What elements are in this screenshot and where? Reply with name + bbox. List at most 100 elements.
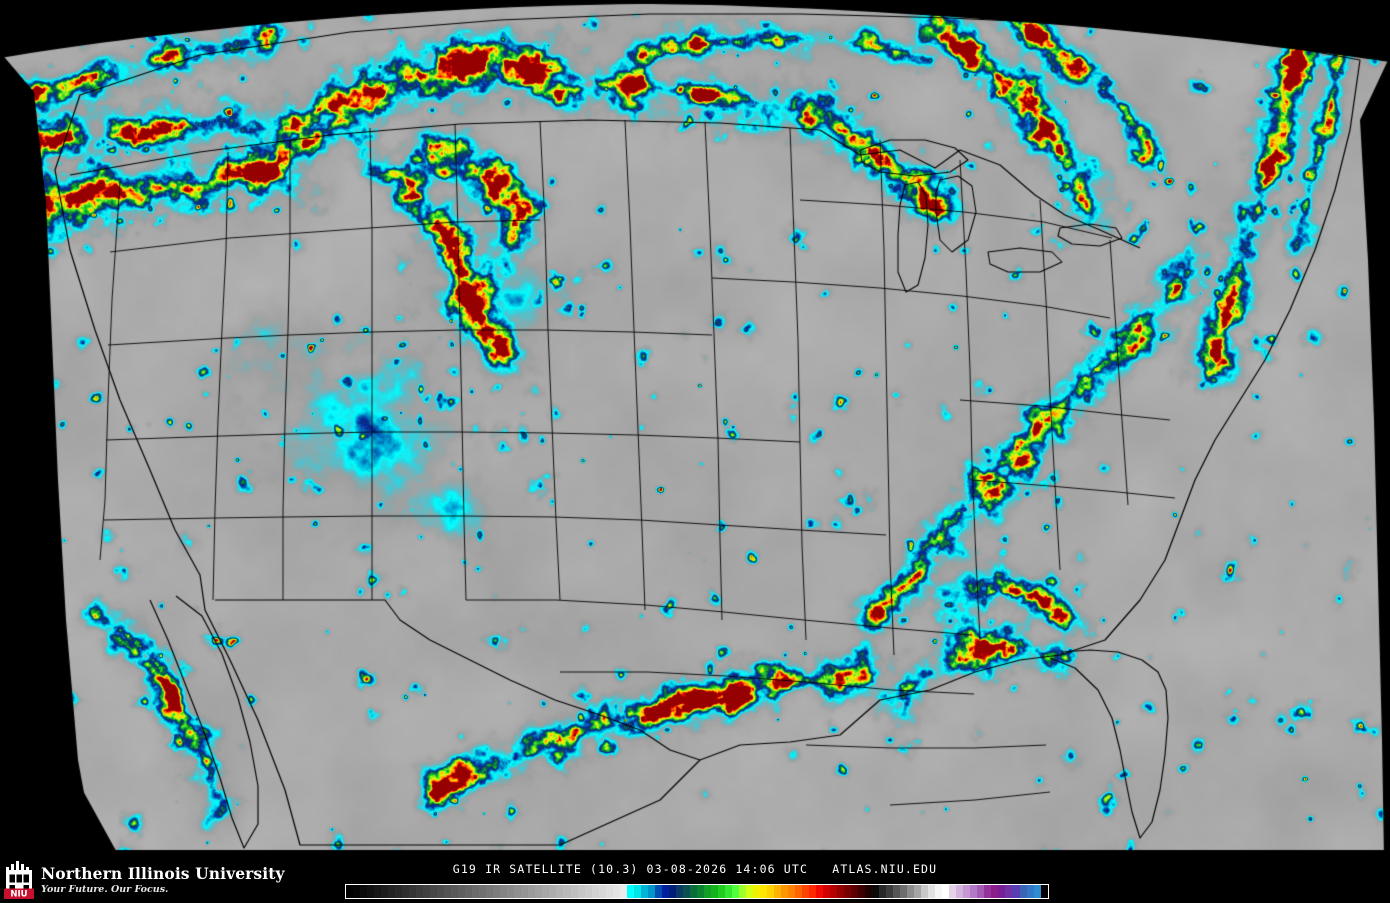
colorbar-swatch-5	[381, 885, 389, 898]
colorbar-swatch-91	[984, 885, 992, 898]
colorbar-swatch-7	[395, 885, 403, 898]
colorbar-swatch-80	[907, 885, 915, 898]
colorbar-swatch-86	[949, 885, 957, 898]
colorbar-swatch-95	[1012, 885, 1020, 898]
colorbar-swatch-85	[942, 885, 950, 898]
niu-logo: NIU Northern Illinois University Your Fu…	[4, 860, 285, 900]
colorbar-swatch-88	[963, 885, 971, 898]
colorbar-swatch-38	[612, 885, 620, 898]
colorbar-swatch-41	[633, 885, 641, 898]
colorbar-swatch-32	[570, 885, 578, 898]
product-caption: G19 IR SATELLITE (10.3) 03-08-2026 14:06…	[452, 862, 938, 876]
colorbar-swatch-36	[598, 885, 606, 898]
colorbar-swatch-25	[521, 885, 529, 898]
colorbar-swatch-83	[928, 885, 936, 898]
niu-shield-icon: NIU	[4, 861, 34, 900]
colorbar-swatch-71	[844, 885, 852, 898]
colorbar-swatch-56	[738, 885, 746, 898]
colorbar-swatch-77	[886, 885, 894, 898]
institution-name: Northern Illinois University	[41, 864, 285, 883]
colorbar-swatch-90	[977, 885, 985, 898]
colorbar-swatch-52	[710, 885, 718, 898]
niu-wordmark: Northern Illinois University Your Future…	[41, 866, 285, 894]
colorbar-swatch-74	[865, 885, 873, 898]
colorbar-swatch-99	[1040, 885, 1048, 898]
colorbar-swatch-35	[591, 885, 599, 898]
colorbar-swatch-12	[430, 885, 438, 898]
colorbar-swatch-70	[837, 885, 845, 898]
colorbar-swatch-19	[479, 885, 487, 898]
colorbar-swatch-49	[689, 885, 697, 898]
colorbar	[345, 884, 1049, 899]
colorbar-swatch-65	[802, 885, 810, 898]
colorbar-swatch-92	[991, 885, 999, 898]
colorbar-swatch-37	[605, 885, 613, 898]
colorbar-swatch-79	[900, 885, 908, 898]
colorbar-swatch-29	[549, 885, 557, 898]
goes19-ir-map-canvas	[0, 0, 1390, 858]
colorbar-swatch-22	[500, 885, 508, 898]
colorbar-swatch-24	[514, 885, 522, 898]
colorbar-swatch-67	[816, 885, 824, 898]
colorbar-swatch-15	[451, 885, 459, 898]
svg-text:NIU: NIU	[10, 890, 27, 900]
colorbar-swatch-23	[507, 885, 515, 898]
footer-bar: NIU Northern Illinois University Your Fu…	[0, 858, 1390, 900]
colorbar-swatch-26	[528, 885, 536, 898]
colorbar-swatch-62	[780, 885, 788, 898]
colorbar-swatch-75	[872, 885, 880, 898]
colorbar-swatch-39	[619, 885, 627, 898]
colorbar-gradient	[346, 885, 1048, 898]
colorbar-swatch-9	[409, 885, 417, 898]
colorbar-swatch-21	[493, 885, 501, 898]
colorbar-swatch-45	[661, 885, 669, 898]
colorbar-swatch-30	[556, 885, 564, 898]
colorbar-swatch-46	[668, 885, 676, 898]
colorbar-swatch-16	[458, 885, 466, 898]
colorbar-swatch-0	[346, 885, 354, 898]
colorbar-swatch-73	[858, 885, 866, 898]
colorbar-swatch-3	[367, 885, 375, 898]
colorbar-swatch-64	[795, 885, 803, 898]
institution-tagline: Your Future. Our Focus.	[41, 883, 169, 895]
colorbar-swatch-58	[752, 885, 760, 898]
colorbar-swatch-63	[787, 885, 795, 898]
colorbar-swatch-42	[640, 885, 648, 898]
colorbar-swatch-60	[766, 885, 774, 898]
colorbar-swatch-84	[935, 885, 943, 898]
colorbar-swatch-81	[914, 885, 922, 898]
colorbar-swatch-6	[388, 885, 396, 898]
colorbar-swatch-57	[745, 885, 753, 898]
colorbar-swatch-69	[830, 885, 838, 898]
colorbar-swatch-61	[773, 885, 781, 898]
colorbar-swatch-89	[970, 885, 978, 898]
colorbar-swatch-14	[444, 885, 452, 898]
colorbar-swatch-4	[374, 885, 382, 898]
colorbar-swatch-94	[1005, 885, 1013, 898]
colorbar-swatch-54	[724, 885, 732, 898]
satellite-image-panel	[0, 0, 1390, 858]
colorbar-swatch-68	[823, 885, 831, 898]
colorbar-swatch-31	[563, 885, 571, 898]
colorbar-swatch-53	[717, 885, 725, 898]
colorbar-swatch-27	[535, 885, 543, 898]
colorbar-swatch-43	[647, 885, 655, 898]
colorbar-swatch-40	[626, 885, 634, 898]
colorbar-swatch-96	[1019, 885, 1027, 898]
colorbar-swatch-47	[675, 885, 683, 898]
colorbar-swatch-93	[998, 885, 1006, 898]
colorbar-swatch-97	[1026, 885, 1034, 898]
colorbar-swatch-8	[402, 885, 410, 898]
colorbar-swatch-17	[465, 885, 473, 898]
colorbar-swatch-87	[956, 885, 964, 898]
colorbar-swatch-11	[423, 885, 431, 898]
colorbar-swatch-51	[703, 885, 711, 898]
colorbar-swatch-82	[921, 885, 929, 898]
colorbar-swatch-50	[696, 885, 704, 898]
colorbar-swatch-98	[1033, 885, 1041, 898]
colorbar-swatch-44	[654, 885, 662, 898]
colorbar-swatch-59	[759, 885, 767, 898]
colorbar-swatch-66	[809, 885, 817, 898]
colorbar-swatch-2	[360, 885, 368, 898]
